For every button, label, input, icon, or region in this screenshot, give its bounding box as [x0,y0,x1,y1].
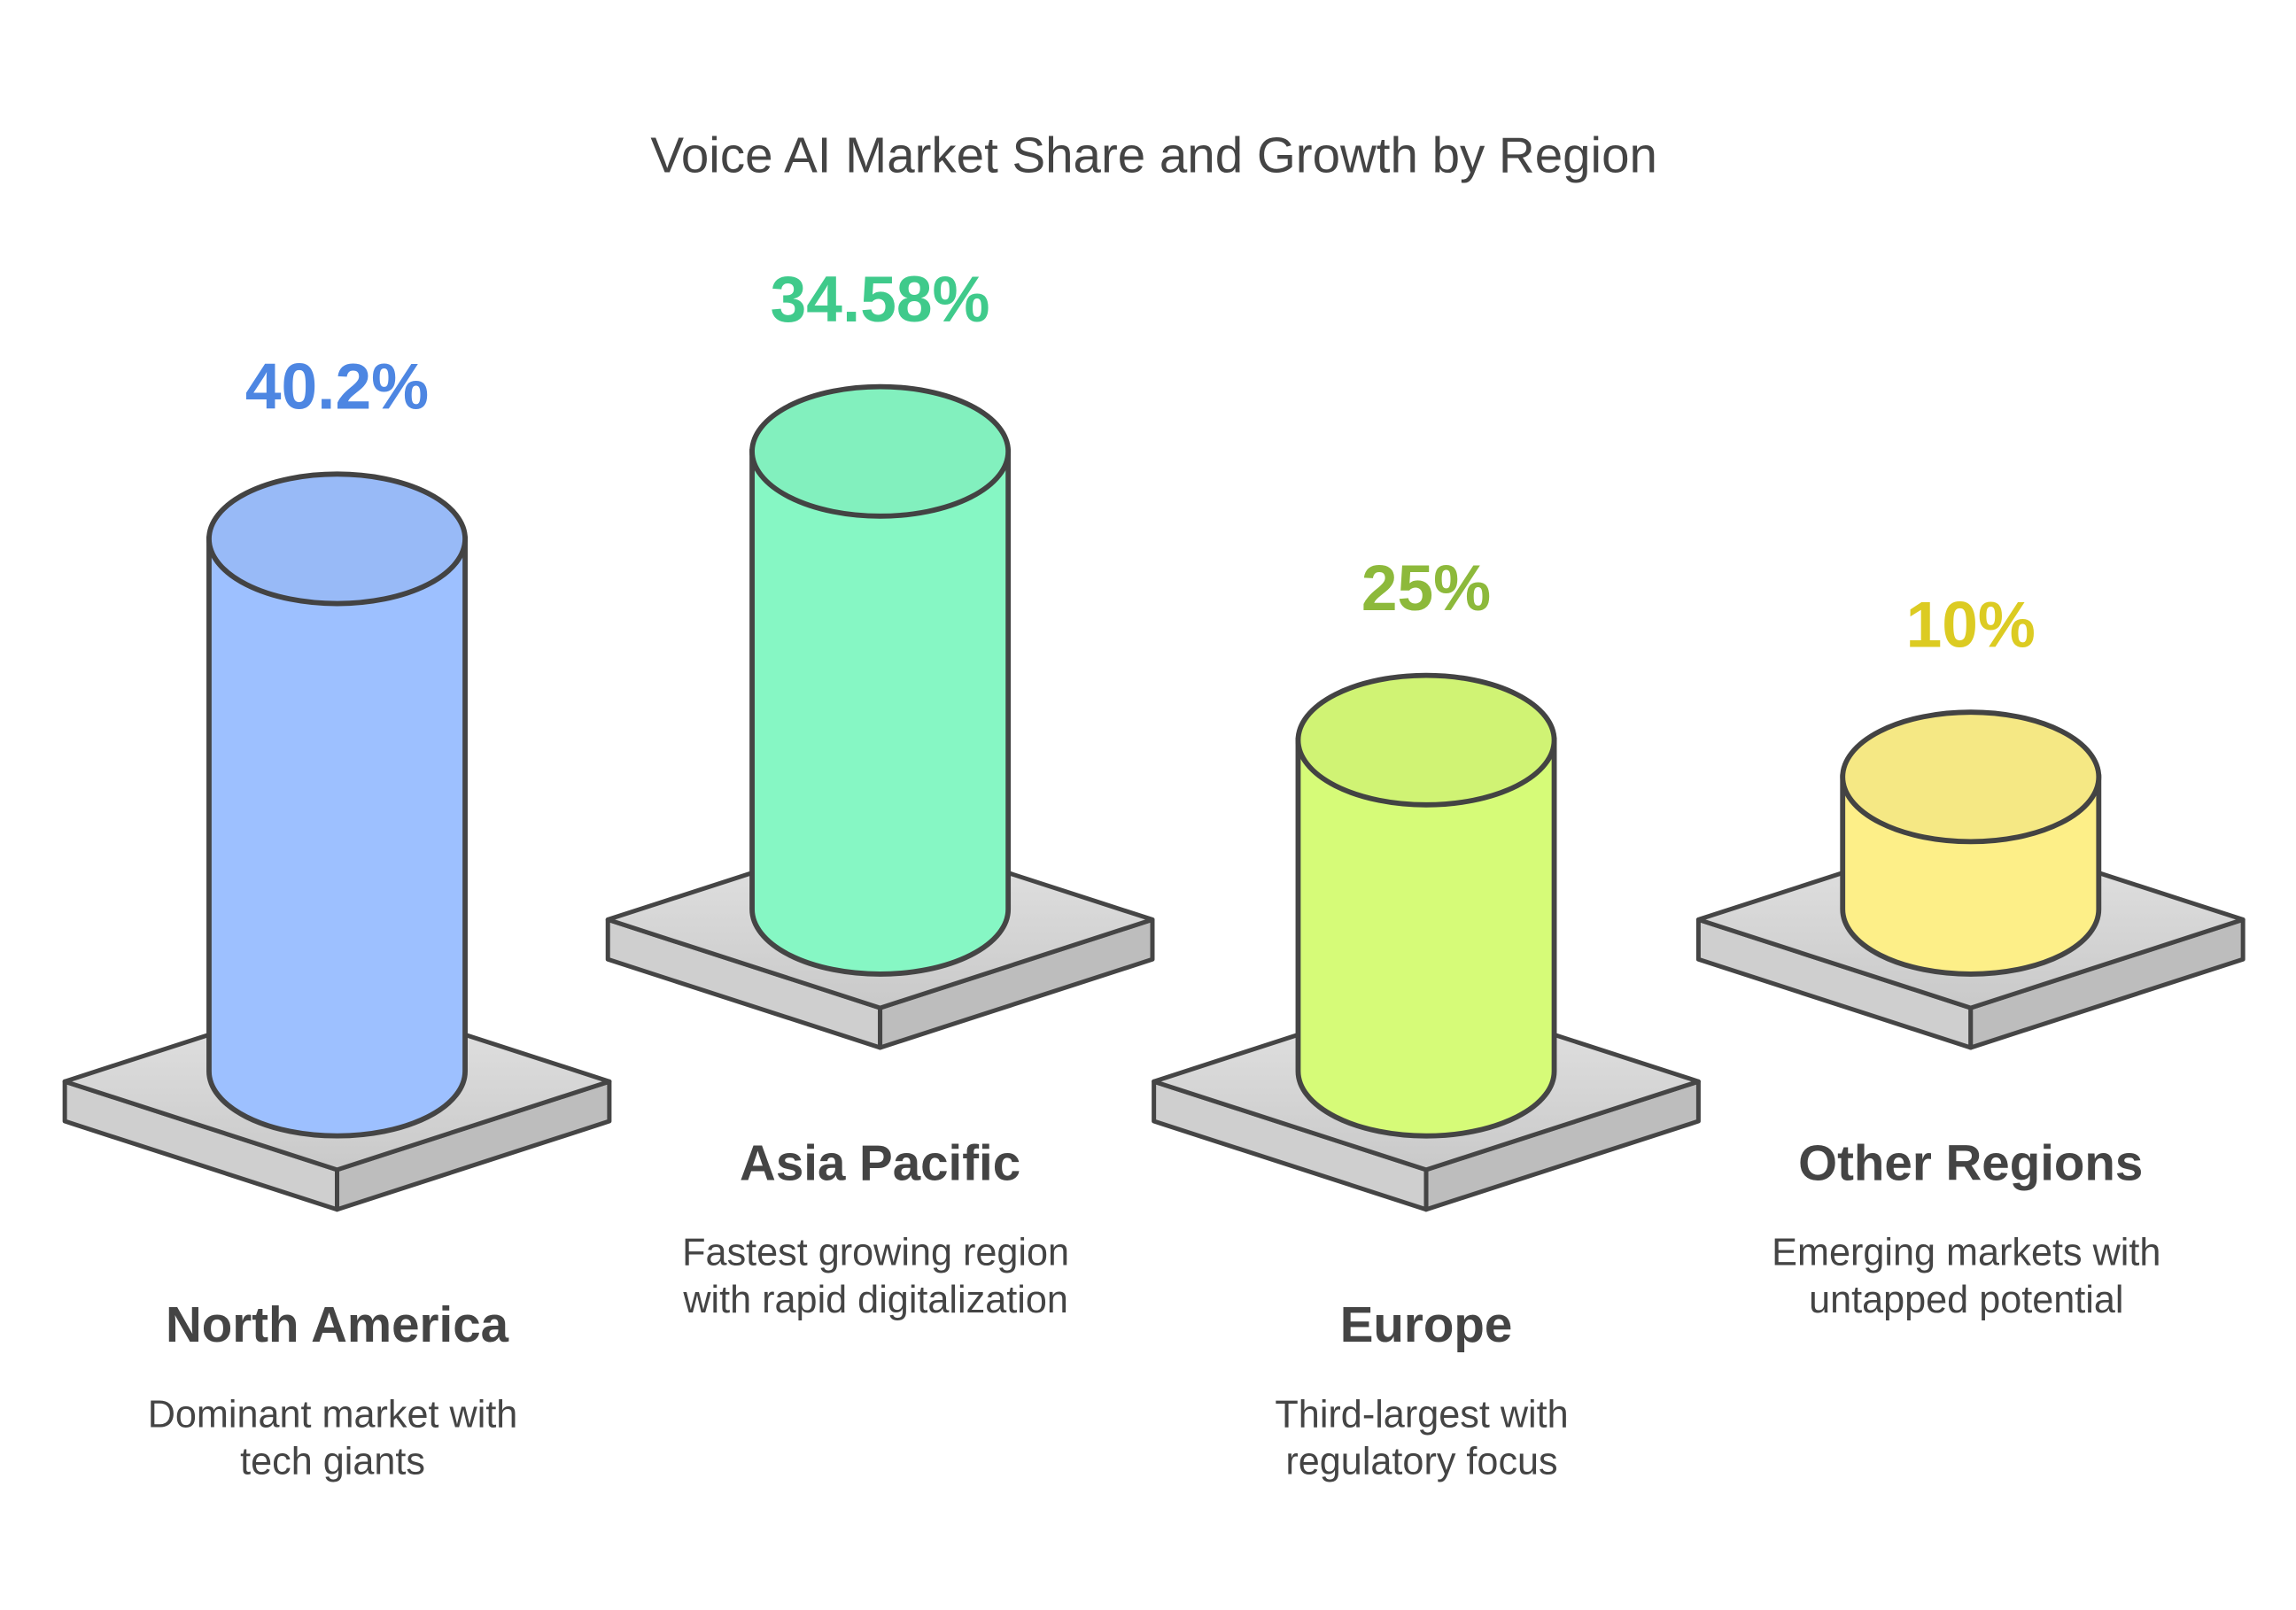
category-label: Europe [1340,1297,1513,1352]
description: Fastest growing region [682,1232,1069,1274]
cylinder-body [1295,737,1557,1139]
value-label: 10% [1906,589,2036,661]
description: regulatory focus [1285,1441,1557,1483]
cylinder-top [206,471,468,607]
cylinder-body [749,448,1012,977]
description: Third-largest with [1275,1393,1568,1436]
value-label: 40.2% [245,352,429,423]
cylinder-top [749,383,1012,519]
category-label: North America [166,1297,509,1352]
description: untapped potential [1809,1279,2123,1321]
category-label: Other Regions [1798,1134,2143,1190]
cylinder-body [206,536,468,1139]
category-label: Asia Pacific [740,1134,1020,1190]
cylinder-top [1295,672,1557,808]
value-label: 34.58% [771,264,990,336]
chart-title: Voice AI Market Share and Growth by Regi… [650,127,1657,182]
description: Dominant market with [148,1393,518,1436]
description: tech giants [240,1441,425,1483]
description: with rapid digitalization [682,1279,1068,1321]
description: Emerging markets with [1772,1232,2160,1274]
value-label: 25% [1361,553,1491,624]
cylinder-top [1840,709,2102,845]
